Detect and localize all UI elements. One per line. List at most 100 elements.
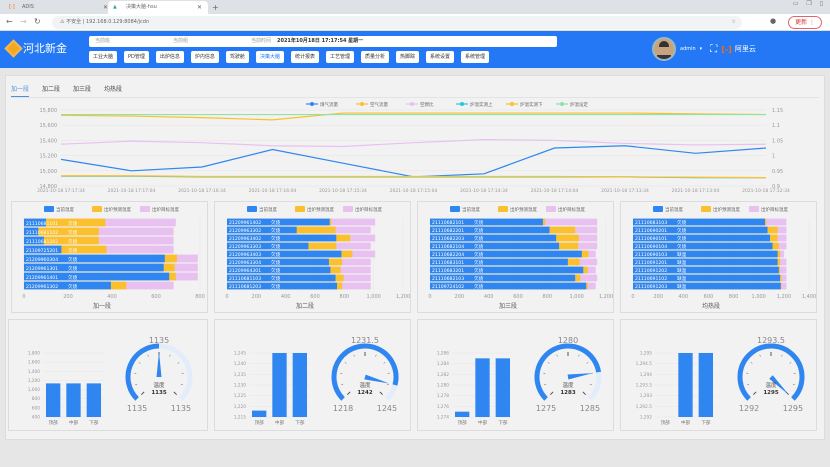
y2-tick-label: 1 bbox=[772, 154, 775, 160]
star-icon[interactable]: ☆ bbox=[731, 19, 736, 25]
gauge-tick bbox=[344, 362, 347, 364]
menu-item[interactable]: 决策大脑 bbox=[255, 51, 284, 63]
back-icon[interactable]: ← bbox=[6, 17, 13, 26]
gauge-tick bbox=[547, 362, 550, 364]
menu-item[interactable]: 统计报表 bbox=[290, 51, 319, 63]
bar-current bbox=[430, 218, 543, 226]
bar bbox=[455, 411, 470, 417]
bar-status-label: 欠烧 bbox=[271, 219, 281, 226]
menu-item[interactable]: 工艺管理 bbox=[325, 51, 354, 63]
gauge-tick bbox=[789, 362, 792, 364]
profile-icon[interactable]: ● bbox=[770, 17, 777, 25]
legend-label: 当前温度 bbox=[259, 206, 277, 213]
bar-status-label: 欠烧 bbox=[474, 243, 484, 250]
bar-current bbox=[633, 266, 779, 274]
bar-id-label: 21110682103 bbox=[432, 276, 464, 282]
window-controls[interactable]: ▭ ❐ ▯ bbox=[792, 0, 826, 7]
new-tab-button[interactable]: + bbox=[212, 3, 219, 12]
y-tick-label: 15,800 bbox=[40, 108, 58, 114]
bar-id-label: 21209963302 bbox=[229, 228, 261, 234]
menu-item[interactable]: 系统设置 bbox=[426, 51, 455, 63]
gauge-tick bbox=[140, 391, 145, 396]
bar-current bbox=[430, 234, 557, 242]
gauge-tick bbox=[750, 362, 753, 364]
y-tick-label: 400 bbox=[32, 415, 40, 421]
x-tick-label: 2021-10-18 17:17:34 bbox=[37, 188, 85, 194]
gauge-tick bbox=[375, 354, 377, 357]
bar-status-label: 欠烧 bbox=[677, 227, 687, 234]
menu-item[interactable]: 热脚踪 bbox=[396, 51, 420, 63]
tab-3[interactable]: 加三段 bbox=[73, 86, 92, 93]
menu-item[interactable]: 出炉信息 bbox=[155, 51, 184, 63]
bar-id-label: 21110683103 bbox=[635, 220, 667, 226]
y2-tick-label: 0.95 bbox=[772, 169, 783, 175]
gauge-needle bbox=[567, 373, 593, 380]
menu-item[interactable]: 系统管理 bbox=[461, 51, 490, 63]
legend-swatch bbox=[701, 206, 711, 212]
update-button[interactable]: 更新 ⋮ bbox=[788, 16, 822, 29]
x-tick-label: 800 bbox=[340, 294, 350, 300]
menu-item[interactable]: 炉内信息 bbox=[190, 51, 219, 63]
x-tick-label: 0 bbox=[631, 294, 634, 300]
y-tick-label: 15,600 bbox=[40, 123, 58, 129]
gauge-progress bbox=[125, 343, 160, 401]
browser-tab-active[interactable]: ▲ 决策大脑-hsu ✕ bbox=[108, 1, 208, 14]
y-tick-label: 1,800 bbox=[28, 351, 41, 357]
chart-title: 加三段 bbox=[499, 302, 517, 310]
y-tick-label: 1,293.5 bbox=[636, 383, 653, 389]
menu-item[interactable]: 工业大脑 bbox=[89, 51, 118, 63]
avatar[interactable] bbox=[652, 37, 676, 61]
bar-status-label: 欠烧 bbox=[68, 229, 78, 236]
reload-icon[interactable]: ↻ bbox=[34, 17, 41, 26]
bar-current bbox=[430, 282, 587, 290]
x-tick-label: 1,000 bbox=[570, 294, 584, 300]
tab-1[interactable]: 加一段 bbox=[11, 84, 30, 97]
close-icon[interactable]: ✕ bbox=[102, 4, 108, 11]
content-panel: 加一段 加二段 加三段 均热段 14,800 15,000 15,200 15,400 15,… bbox=[5, 75, 825, 440]
bar-current bbox=[227, 226, 297, 234]
bar-id-label: 21209961401 bbox=[26, 275, 58, 281]
gauge-tick bbox=[589, 383, 592, 385]
bar-id-label: 21110691203 bbox=[635, 284, 667, 290]
gauge-tick bbox=[147, 354, 149, 357]
username[interactable]: admin bbox=[680, 46, 696, 52]
legend-label: 出炉预测温度 bbox=[104, 206, 131, 213]
y2-tick-label: 1.05 bbox=[772, 138, 783, 144]
forward-icon[interactable]: → bbox=[20, 17, 27, 26]
tab-4[interactable]: 均热段 bbox=[104, 86, 123, 93]
gauge-tick bbox=[341, 383, 344, 385]
bar-status-label: 欠烧 bbox=[68, 247, 78, 254]
x-tick-label: 1,400 bbox=[802, 294, 816, 300]
url-input[interactable]: ⚠ 不安全 | 192.168.0.129:8084/jcdn ☆ bbox=[52, 16, 742, 29]
bar bbox=[698, 353, 713, 417]
y-tick-label: 1,295 bbox=[640, 351, 653, 357]
chevron-down-icon[interactable]: ▾ bbox=[699, 46, 703, 52]
bar-status-label: 欠烧 bbox=[68, 238, 78, 245]
menu-item[interactable]: PD管理 bbox=[124, 51, 149, 63]
x-tick-label: 600 bbox=[513, 294, 523, 300]
close-icon[interactable]: ✕ bbox=[196, 4, 202, 11]
bar-current bbox=[24, 218, 46, 227]
x-tick-label: 400 bbox=[679, 294, 689, 300]
gauge-max-label: 1295 bbox=[783, 404, 803, 413]
fullscreen-icon[interactable]: ⛶ bbox=[710, 43, 718, 55]
tab-2[interactable]: 加二段 bbox=[42, 86, 61, 93]
bar-panel-4: 当前温度 出炉预测温度 出炉目标温度 0 200 400 600 800 1,000 1,200 1… bbox=[620, 201, 817, 313]
gauge-tick bbox=[752, 391, 757, 396]
menu-item[interactable]: 驾驶舱 bbox=[225, 51, 249, 63]
bar-id-label: 21110691202 bbox=[635, 268, 667, 274]
menu-item[interactable]: 质量分析 bbox=[360, 51, 389, 63]
aliyun-icon: [-] bbox=[721, 44, 732, 54]
gauge-tick bbox=[379, 391, 384, 396]
browser-tab[interactable]: [-] ADIS ✕ bbox=[4, 1, 114, 14]
x-tick-label: 1,200 bbox=[396, 294, 410, 300]
y-tick-label: 1,240 bbox=[234, 361, 247, 367]
bar-predicted bbox=[24, 227, 99, 236]
bar-id-label: 21110682201 bbox=[432, 228, 464, 234]
main-menu: 工业大脑 PD管理 出炉信息 炉内信息 驾驶舱 决策大脑 统计报表 工艺管理 质量分析 热脚踪 系统… bbox=[89, 51, 490, 63]
gauge-needle bbox=[156, 352, 162, 377]
x-tick-label: 200 bbox=[653, 294, 663, 300]
legend-swatch bbox=[450, 206, 460, 212]
x-tick-label: 1,000 bbox=[752, 294, 766, 300]
gauge-title: 温度 bbox=[153, 381, 165, 389]
